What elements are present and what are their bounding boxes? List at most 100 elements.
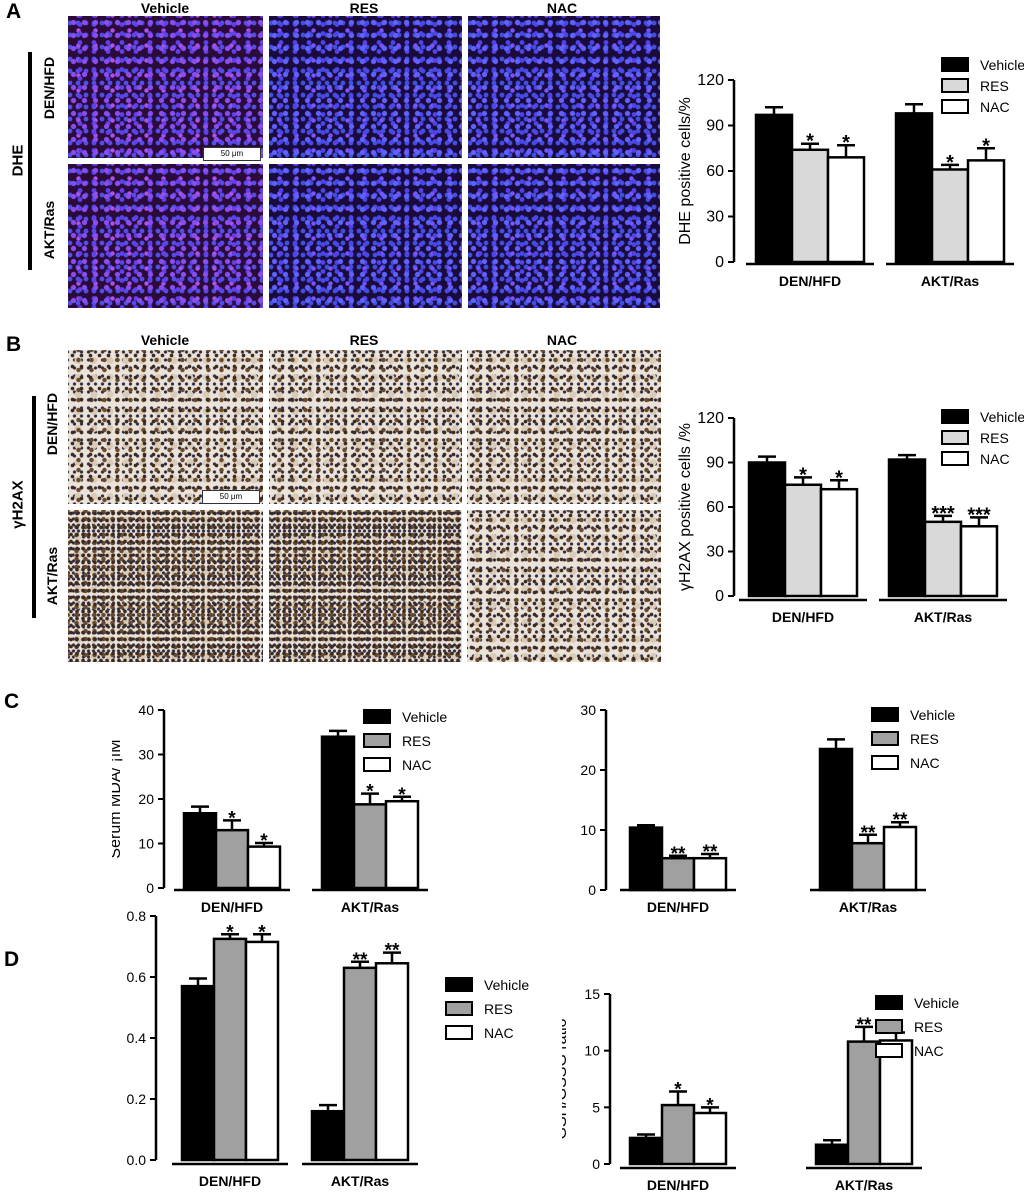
stain-label-dhe: DHE <box>9 144 27 177</box>
y-tick-label: 0.6 <box>127 969 147 985</box>
bar-vehicle <box>310 1109 346 1162</box>
legend-label-nac: NAC <box>484 1025 514 1041</box>
category-label: DEN/HFD <box>772 609 834 625</box>
legend-label-res: RES <box>402 733 431 749</box>
legend-swatch-vehicle <box>941 409 969 424</box>
legend-label-res: RES <box>914 1019 943 1035</box>
legend-swatch-nac <box>941 99 969 114</box>
category-label: AKT/Ras <box>341 899 400 915</box>
significance-marker: * <box>806 131 814 153</box>
bar-vehicle <box>182 811 218 890</box>
bar-res <box>783 483 823 598</box>
legend-label-vehicle: Vehicle <box>980 57 1024 73</box>
micrograph-a-denhfd-res <box>269 16 462 158</box>
panel-letter-a: A <box>6 0 22 23</box>
legend-label-res: RES <box>484 1001 513 1017</box>
category-label: DEN/HFD <box>647 899 709 915</box>
bar-res <box>930 168 970 264</box>
chart-gh2ax-positive-cells: γH2AX positive cells /% 0 30 60 90 120 * * DEN/H… <box>677 409 1024 625</box>
panel-letter-d: D <box>4 948 20 971</box>
legend-swatch-nac <box>871 755 899 770</box>
y-tick-label: 120 <box>697 72 724 89</box>
bar-res <box>342 966 378 1162</box>
bar-res <box>923 520 963 598</box>
micrograph-a-aktras-res <box>269 164 462 308</box>
micrograph-a-aktras-nac <box>468 164 660 308</box>
column-label-vehicle-a: Vehicle <box>140 0 190 16</box>
legend-label-res: RES <box>980 78 1009 94</box>
legend-swatch-res <box>363 733 391 748</box>
y-tick-label: 30 <box>706 209 724 226</box>
chart-gsh-gssg-ratio: GSH/GSSG ratio051015**DEN/HFD****AKT/Ras… <box>562 986 959 1193</box>
legend-swatch-res <box>871 731 899 746</box>
category-label: AKT/Ras <box>839 899 898 915</box>
y-tick-label: 30 <box>580 702 596 718</box>
y-tick-label: 0 <box>146 880 154 896</box>
significance-marker: * <box>258 922 266 943</box>
y-tick-label: 0 <box>715 588 724 605</box>
significance-marker: * <box>946 152 954 174</box>
category-label: AKT/Ras <box>914 609 973 625</box>
bar-nac <box>819 487 859 598</box>
legend-swatch-vehicle <box>875 995 903 1010</box>
y-tick-label: 30 <box>706 544 724 561</box>
bar-nac <box>692 1111 728 1166</box>
legend-swatch-nac <box>941 451 969 466</box>
chart-serum-t-aoc: Serum T-AOC/ mM0.00.20.40.60.8* *DEN/HFD*… <box>112 908 529 1189</box>
y-axis-label: γH2AX positive cells /% <box>677 423 694 591</box>
significance-marker: * <box>398 785 406 806</box>
legend-swatch-res <box>875 1019 903 1034</box>
y-tick-label: 10 <box>138 836 154 852</box>
category-label: AKT/Ras <box>331 1173 390 1189</box>
bar-nac <box>959 525 999 598</box>
y-tick-label: 10 <box>580 822 596 838</box>
row-group-bar-b <box>32 396 36 618</box>
y-tick-label: 15 <box>584 986 600 1002</box>
y-tick-label: 0 <box>592 1156 600 1172</box>
significance-marker: ** <box>857 1015 872 1036</box>
micrograph-b-aktras-res <box>269 510 462 662</box>
chart-serum-lpo: Serum LPO/ ¡ìM0102030****DEN/HFD****AKT/… <box>580 702 955 915</box>
bar-nac <box>374 962 410 1162</box>
y-tick-label: 0 <box>588 882 596 898</box>
y-tick-label: 20 <box>580 762 596 778</box>
panel-letter-c: C <box>4 690 20 713</box>
legend-swatch-vehicle <box>871 707 899 722</box>
legend-label-res: RES <box>980 430 1009 446</box>
significance-marker: * <box>674 1079 682 1100</box>
y-tick-label: 90 <box>706 118 724 135</box>
bar-nac <box>384 799 420 890</box>
legend-swatch-nac <box>363 757 391 772</box>
column-label-res-a: RES <box>349 0 379 16</box>
significance-marker: ** <box>671 844 686 865</box>
legend-swatch-nac <box>445 1025 473 1040</box>
row-label-denhfd-b: DEN/HFD <box>44 392 60 456</box>
bar-vehicle <box>754 113 794 264</box>
bar-vehicle <box>887 458 927 598</box>
bar-vehicle <box>628 826 664 892</box>
legend-label-vehicle: Vehicle <box>914 995 959 1011</box>
stain-label-gh2ax: γH2AX <box>9 480 27 529</box>
category-label: DEN/HFD <box>779 273 841 289</box>
bar-vehicle <box>180 984 216 1162</box>
y-tick-label: 0 <box>715 254 724 271</box>
significance-marker: * <box>226 922 234 943</box>
bar-res <box>352 803 388 890</box>
legend-swatch-res <box>941 430 969 445</box>
micrograph-a-aktras-vehicle <box>68 164 263 308</box>
legend-swatch-vehicle <box>941 57 969 72</box>
row-label-aktras-a: AKT/Ras <box>41 200 57 260</box>
significance-marker: * <box>260 831 268 852</box>
column-label-vehicle-b: Vehicle <box>140 332 190 348</box>
legend-swatch-res <box>941 78 969 93</box>
bar-res <box>660 1103 696 1166</box>
scale-bar-a: 50 μm <box>203 147 261 161</box>
y-tick-label: 60 <box>706 163 724 180</box>
legend-label-nac: NAC <box>980 451 1010 467</box>
legend-label-nac: NAC <box>910 755 940 771</box>
row-group-bar-a <box>28 52 32 270</box>
micrograph-a-denhfd-nac <box>468 16 660 158</box>
legend-label-vehicle: Vehicle <box>980 409 1024 425</box>
bar-nac <box>882 825 918 892</box>
category-label: AKT/Ras <box>921 273 980 289</box>
